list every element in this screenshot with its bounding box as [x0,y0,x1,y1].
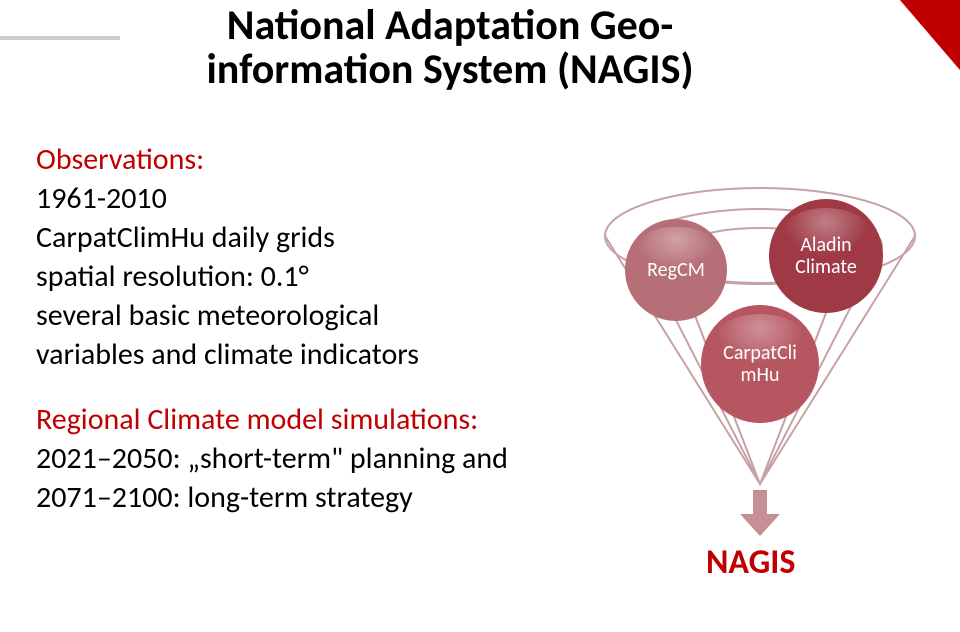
observations-line: spatial resolution: 0.1° [36,257,536,296]
funnel-node-label: mHu [723,364,797,386]
funnel-output-label: NAGIS [706,542,795,583]
page-title: National Adaptation Geo- information Sys… [80,4,820,92]
simulations-line: 2021–2050: „short-term" planning and 207… [36,439,536,517]
text-column: Observations: 1961-2010 CarpatClimHu dai… [36,140,536,517]
observations-heading: Observations: [36,140,536,179]
funnel-node-aladin: Aladin Climate [769,199,883,313]
funnel-node-label: Aladin [795,234,857,256]
simulations-heading: Regional Climate model simulations: [36,400,536,439]
funnel-node-regcm: RegCM [625,219,727,321]
title-line-2: information System (NAGIS) [80,48,820,92]
title-line-1: National Adaptation Geo- [80,4,820,48]
funnel-node-label: CarpatCli [723,342,797,364]
funnel-diagram: RegCM Aladin Climate CarpatCli mHu NAGIS [600,184,920,604]
funnel-node-carpat: CarpatCli mHu [701,305,819,423]
accent-wedge [840,0,960,140]
observations-line: 1961-2010 [36,179,536,218]
funnel-node-label: RegCM [647,258,705,282]
funnel-node-label: Climate [795,256,857,278]
observations-line: CarpatClimHu daily grids [36,218,536,257]
observations-line: variables and climate indicators [36,335,536,374]
observations-line: several basic meteorological [36,296,536,335]
down-arrow-icon [740,490,780,536]
